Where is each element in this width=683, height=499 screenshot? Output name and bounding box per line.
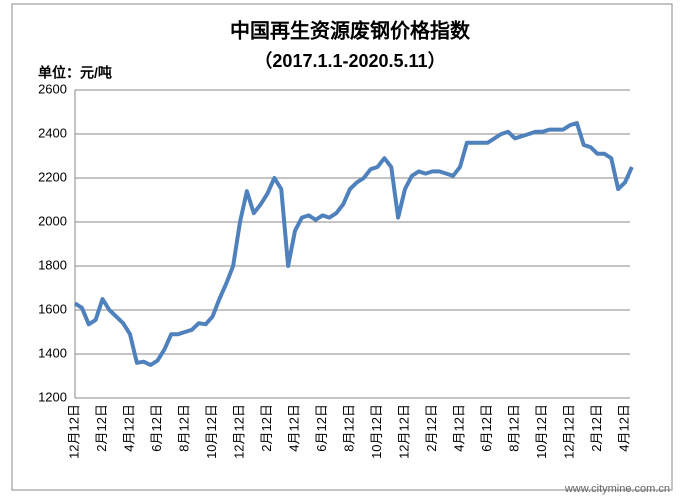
y-tick-label: 1600 <box>38 301 67 316</box>
y-tick-label: 2400 <box>38 125 67 140</box>
x-tick-label: 4月12日 <box>121 404 136 452</box>
x-tick-label: 6月12日 <box>314 404 329 452</box>
y-axis-label: 单位：元/吨 <box>38 65 112 81</box>
x-tick-label: 2月12日 <box>94 404 109 452</box>
x-tick-label: 12月12日 <box>66 404 81 459</box>
y-tick-label: 2000 <box>38 213 67 228</box>
x-tick-label: 8月12日 <box>341 404 356 452</box>
x-tick-label: 12月12日 <box>396 404 411 459</box>
x-tick-label: 2月12日 <box>424 404 439 452</box>
x-tick-label: 8月12日 <box>176 404 191 452</box>
x-tick-label: 10月12日 <box>369 404 384 459</box>
x-tick-label: 6月12日 <box>479 404 494 452</box>
y-tick-label: 2600 <box>38 81 67 96</box>
y-tick-label: 1200 <box>38 389 67 404</box>
line-series <box>73 121 634 367</box>
chart-subtitle: （2017.1.1-2020.5.11） <box>254 51 445 71</box>
x-tick-label: 10月12日 <box>534 404 549 459</box>
x-tick-label: 12月12日 <box>561 404 576 459</box>
x-tick-label: 8月12日 <box>506 404 521 452</box>
watermark: www.citymine.com.cn <box>564 483 670 495</box>
x-tick-label: 2月12日 <box>259 404 274 452</box>
y-tick-label: 2200 <box>38 169 67 184</box>
x-tick-label: 6月12日 <box>149 404 164 452</box>
x-tick-label: 10月12日 <box>204 404 219 459</box>
chart-frame <box>11 3 673 491</box>
y-tick-label: 1400 <box>38 345 67 360</box>
x-tick-label: 4月12日 <box>451 404 466 452</box>
y-tick-label: 1800 <box>38 257 67 272</box>
x-tick-label: 2月12日 <box>589 404 604 452</box>
x-tick-label: 12月12日 <box>231 404 246 459</box>
x-tick-label: 4月12日 <box>286 404 301 452</box>
x-tick-label: 4月12日 <box>616 404 631 452</box>
chart-title: 中国再生资源废钢价格指数 <box>230 18 471 42</box>
